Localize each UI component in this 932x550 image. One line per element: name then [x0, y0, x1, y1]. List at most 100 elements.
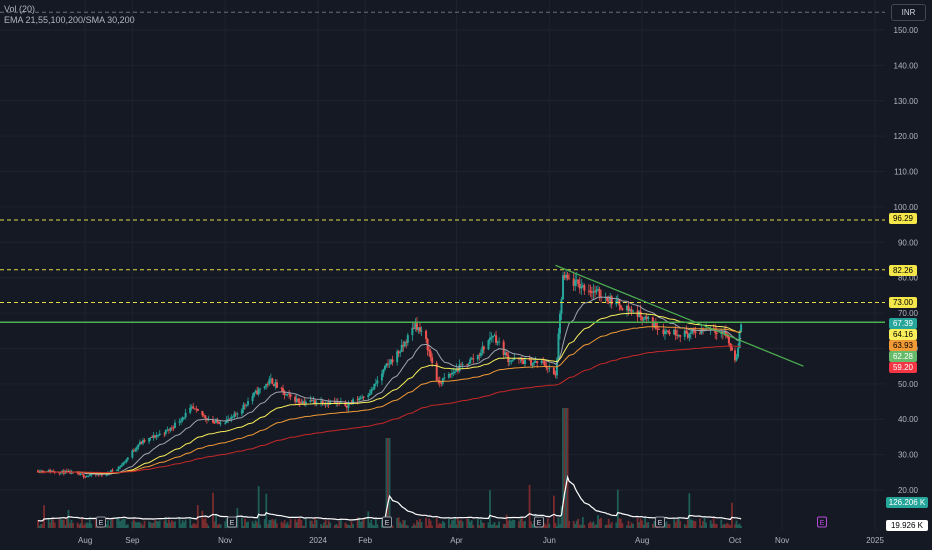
candle-body [492, 335, 495, 338]
candle-body [247, 401, 250, 405]
candle-body [414, 323, 417, 329]
candle-body [151, 437, 154, 438]
candle-body [625, 305, 628, 310]
volume-bar [560, 506, 563, 528]
volume-bar [694, 520, 697, 528]
candle-body [362, 396, 365, 398]
volume-bar [610, 522, 613, 528]
candle-body [679, 335, 682, 337]
candle-body [400, 344, 403, 352]
candle-body [272, 384, 275, 387]
price-tick-label: 100.00 [894, 203, 919, 212]
candle-body [548, 367, 551, 369]
candle-body [37, 470, 39, 473]
candle-body [359, 397, 362, 399]
currency-button[interactable]: INR [891, 4, 926, 21]
candle-body [85, 476, 88, 478]
candle-body [691, 329, 694, 333]
candle-body [285, 394, 288, 396]
volume-bar [592, 521, 595, 528]
candle-body [207, 419, 210, 421]
volume-bar [171, 520, 173, 528]
candle-body [481, 346, 484, 353]
volume-bar [137, 521, 140, 528]
candle-body [143, 440, 146, 442]
candle-body [195, 408, 198, 410]
candle-body [581, 285, 584, 287]
volume-bar [583, 524, 586, 528]
volume-bar [283, 520, 286, 528]
volume-bar [606, 524, 609, 528]
price-tick-label: 130.00 [894, 97, 919, 106]
candle-body [295, 398, 298, 402]
volume-bar [626, 525, 628, 528]
candle-body [563, 275, 566, 278]
candle-body [412, 327, 415, 329]
volume-bar [735, 520, 738, 528]
candle-body [572, 278, 575, 286]
candle-body [367, 395, 370, 398]
volume-bar [82, 525, 85, 528]
volume-bar [116, 517, 119, 528]
candle-body [478, 355, 481, 356]
volume-bar [347, 524, 350, 528]
horizontal-levels[interactable] [0, 11, 885, 367]
volume-bar [528, 484, 531, 528]
volume-bar [600, 517, 602, 528]
candle-body [482, 346, 485, 350]
volume-bar [595, 524, 598, 528]
volume-bar [699, 518, 701, 528]
volume-bar [72, 522, 74, 528]
candle-body [730, 347, 733, 351]
volume-bar [513, 520, 516, 528]
volume-bar [731, 502, 733, 528]
volume-bar [257, 486, 260, 528]
candle-body [534, 361, 537, 363]
indicator-legend: Vol (20) EMA 21,55,100,200/SMA 30,200 [4, 4, 135, 26]
volume-legend[interactable]: Vol (20) [4, 4, 36, 14]
volume-bar [437, 524, 440, 528]
candle-body [97, 474, 100, 476]
candle-body [131, 450, 134, 458]
volume-bar [638, 522, 641, 528]
candle-body [543, 361, 546, 366]
ma-legend[interactable]: EMA 21,55,100,200/SMA 30,200 [4, 15, 135, 25]
candle-body [90, 473, 93, 476]
candle-body [519, 358, 522, 360]
candle-body [472, 358, 475, 360]
candle-body [126, 457, 129, 460]
volume-bar [391, 525, 394, 528]
volume-bar [495, 525, 497, 528]
volume-bar [178, 517, 181, 528]
volume-bar [517, 521, 520, 528]
candle-body [313, 400, 316, 404]
volume-bar [452, 519, 455, 528]
volume-bar [263, 519, 266, 528]
earnings-marker-label: E [99, 520, 104, 527]
volume-bar [381, 519, 383, 528]
candle-body [667, 330, 670, 332]
volume-bar [504, 524, 507, 528]
volume-bar [598, 518, 601, 528]
volume-bar [619, 518, 622, 528]
candle-body [520, 358, 523, 361]
candle-body [437, 380, 440, 382]
volume-bar [152, 522, 155, 528]
candle-body [663, 331, 666, 335]
volume-bar [367, 511, 370, 528]
volume-bar [685, 525, 688, 528]
candle-body [178, 421, 181, 423]
candle-body [190, 406, 193, 408]
volume-bar [705, 522, 707, 528]
volume-bar [481, 522, 484, 528]
candle-body [399, 351, 402, 354]
candle-body [668, 331, 671, 335]
candle-body [388, 363, 391, 365]
volume-bar [429, 520, 432, 528]
candle-body [714, 329, 717, 333]
candle-body [301, 401, 304, 404]
candle-body [502, 341, 505, 355]
candle-body [81, 473, 84, 475]
